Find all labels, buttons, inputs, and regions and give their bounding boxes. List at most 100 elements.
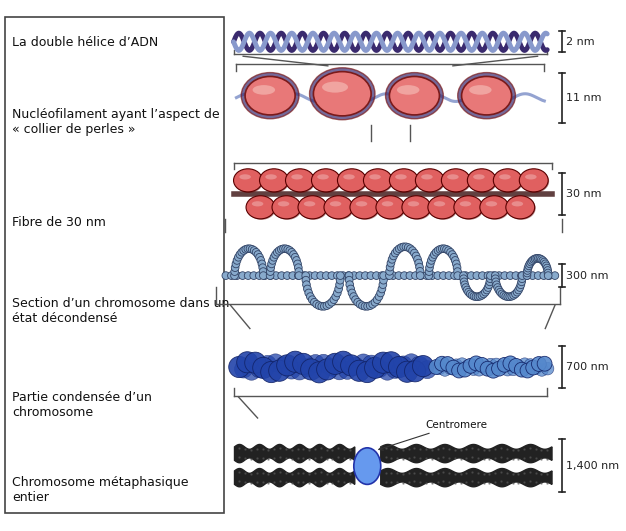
- Circle shape: [300, 359, 322, 380]
- Circle shape: [491, 361, 506, 376]
- Circle shape: [378, 272, 386, 279]
- Circle shape: [291, 253, 299, 261]
- Circle shape: [386, 268, 393, 275]
- Ellipse shape: [299, 196, 328, 220]
- Circle shape: [531, 255, 539, 262]
- Circle shape: [389, 272, 397, 279]
- Circle shape: [294, 260, 301, 268]
- Circle shape: [286, 247, 294, 254]
- Ellipse shape: [493, 169, 522, 192]
- Text: 1,400 nm: 1,400 nm: [567, 460, 620, 470]
- Circle shape: [412, 272, 419, 279]
- Circle shape: [459, 275, 468, 282]
- Circle shape: [326, 301, 333, 308]
- Ellipse shape: [386, 73, 443, 119]
- Ellipse shape: [468, 170, 497, 193]
- Circle shape: [231, 264, 239, 271]
- Circle shape: [258, 260, 266, 268]
- Ellipse shape: [403, 196, 432, 220]
- Circle shape: [439, 272, 447, 279]
- Circle shape: [259, 264, 267, 271]
- Circle shape: [506, 293, 513, 301]
- Circle shape: [260, 362, 282, 383]
- Circle shape: [309, 362, 330, 383]
- Circle shape: [459, 272, 468, 279]
- Circle shape: [311, 272, 319, 279]
- Circle shape: [545, 272, 553, 279]
- Circle shape: [244, 245, 252, 253]
- Ellipse shape: [506, 196, 535, 219]
- Ellipse shape: [454, 196, 483, 219]
- Ellipse shape: [455, 196, 484, 220]
- Ellipse shape: [397, 85, 419, 95]
- Ellipse shape: [389, 169, 418, 192]
- Circle shape: [361, 272, 369, 279]
- Circle shape: [378, 285, 386, 293]
- Circle shape: [478, 272, 486, 279]
- Circle shape: [470, 293, 478, 300]
- Circle shape: [486, 363, 501, 378]
- Circle shape: [389, 252, 398, 260]
- Ellipse shape: [265, 174, 277, 179]
- Circle shape: [361, 303, 369, 310]
- Ellipse shape: [461, 76, 511, 115]
- Circle shape: [239, 272, 247, 279]
- Circle shape: [438, 245, 446, 253]
- Ellipse shape: [314, 72, 371, 116]
- Ellipse shape: [241, 73, 299, 119]
- Circle shape: [305, 289, 312, 297]
- Circle shape: [544, 269, 552, 277]
- Ellipse shape: [459, 201, 471, 207]
- Circle shape: [520, 363, 535, 378]
- Circle shape: [236, 251, 244, 259]
- Circle shape: [451, 272, 458, 279]
- Circle shape: [466, 290, 474, 298]
- Circle shape: [354, 354, 372, 372]
- Circle shape: [282, 245, 289, 253]
- Ellipse shape: [233, 169, 262, 192]
- Circle shape: [463, 286, 471, 294]
- Circle shape: [529, 272, 536, 279]
- Circle shape: [460, 278, 468, 286]
- Circle shape: [332, 351, 354, 372]
- Circle shape: [512, 272, 520, 279]
- Ellipse shape: [291, 174, 303, 179]
- Ellipse shape: [273, 196, 302, 220]
- Circle shape: [413, 356, 434, 376]
- Ellipse shape: [245, 76, 295, 115]
- Circle shape: [266, 272, 274, 279]
- Ellipse shape: [239, 174, 251, 179]
- Circle shape: [255, 253, 264, 261]
- Ellipse shape: [272, 196, 301, 219]
- Ellipse shape: [520, 169, 548, 192]
- Circle shape: [536, 364, 548, 376]
- Text: Centromere: Centromere: [379, 419, 487, 450]
- Circle shape: [474, 293, 482, 301]
- Circle shape: [524, 359, 536, 371]
- Circle shape: [305, 272, 314, 279]
- Ellipse shape: [469, 85, 491, 95]
- Circle shape: [447, 249, 454, 256]
- Circle shape: [274, 249, 281, 256]
- Circle shape: [336, 276, 344, 284]
- Circle shape: [496, 288, 504, 296]
- Circle shape: [513, 360, 525, 373]
- Circle shape: [294, 264, 302, 271]
- Circle shape: [503, 356, 518, 371]
- Circle shape: [302, 281, 310, 288]
- Ellipse shape: [325, 196, 354, 220]
- Circle shape: [537, 356, 552, 371]
- Circle shape: [525, 262, 533, 270]
- Circle shape: [497, 357, 512, 372]
- Circle shape: [450, 253, 458, 261]
- Ellipse shape: [312, 170, 341, 193]
- Circle shape: [484, 272, 492, 279]
- Circle shape: [231, 268, 239, 276]
- Circle shape: [321, 303, 328, 310]
- Circle shape: [428, 256, 435, 264]
- Circle shape: [261, 272, 269, 279]
- Polygon shape: [381, 444, 552, 463]
- Circle shape: [500, 292, 508, 299]
- Circle shape: [313, 301, 321, 308]
- Ellipse shape: [389, 76, 439, 115]
